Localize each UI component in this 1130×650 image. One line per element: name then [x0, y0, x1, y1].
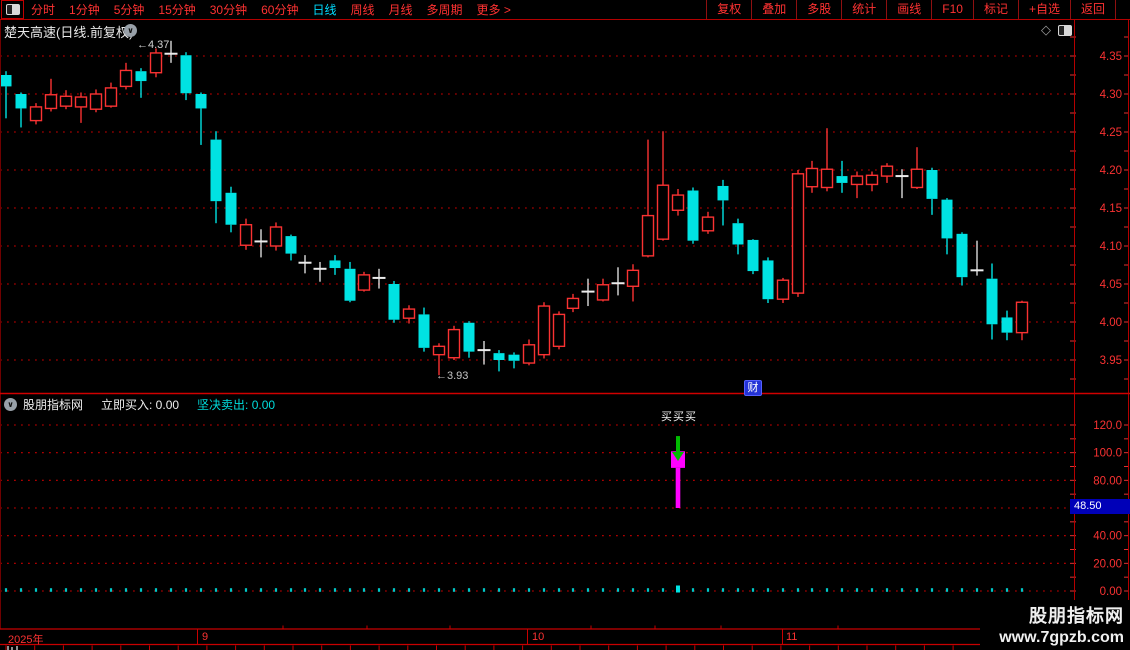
menu-item-统计[interactable]: 统计	[841, 0, 886, 19]
watermark: 股朋指标网 www.7gpzb.com	[980, 600, 1130, 650]
chart-title: 楚天高速(日线.前复权)	[4, 25, 134, 40]
tools-menu: 复权 叠加 多股 统计 画线 F10 标记 +自选 返回	[706, 0, 1116, 19]
menu-item-复权[interactable]: 复权	[706, 0, 751, 19]
menu-item-多股[interactable]: 多股	[796, 0, 841, 19]
menu-item-30分钟[interactable]: 30分钟	[209, 3, 248, 17]
panel-layout-icon[interactable]	[1058, 25, 1072, 36]
menu-item-60分钟[interactable]: 60分钟	[261, 3, 299, 17]
finance-news-marker[interactable]: 财	[744, 380, 762, 396]
menu-item-返回[interactable]: 返回	[1069, 0, 1115, 19]
watermark-site-name: 股朋指标网	[1029, 606, 1124, 626]
svg-text:4.30: 4.30	[1100, 89, 1122, 101]
indicator-header: ∨ 股朋指标网 立即买入: 0.00 坚决卖出: 0.00	[0, 395, 275, 413]
period-menu-bar: 分时 1分钟 5分钟 15分钟 30分钟 60分钟 日线 周线 月线 多周期 更多 > 复权 叠加 多股…	[0, 0, 1130, 20]
svg-text:4.20: 4.20	[1100, 165, 1122, 177]
buy-signal-text: 买买买	[661, 411, 697, 423]
svg-text:4.35: 4.35	[1100, 51, 1122, 63]
menu-item-F10[interactable]: F10	[931, 0, 973, 19]
menu-item-周线[interactable]: 周线	[350, 3, 375, 17]
menu-item-15分钟[interactable]: 15分钟	[158, 3, 196, 17]
candlestick-series	[0, 40, 1029, 376]
period-menu: 分时 1分钟 5分钟 15分钟 30分钟 60分钟 日线 周线 月线 多周期 更多 >	[31, 1, 525, 18]
svg-text:100.0: 100.0	[1093, 448, 1122, 460]
indicator-name: 股朋指标网	[23, 397, 84, 412]
grid-lines	[0, 55, 1068, 592]
svg-text:4.15: 4.15	[1100, 203, 1122, 215]
high-price-annotation: ←4.37	[137, 39, 170, 51]
svg-text:4.25: 4.25	[1100, 127, 1122, 139]
title-collapse-icon[interactable]: ∨	[124, 24, 137, 37]
time-axis-year: 2025年	[8, 634, 44, 646]
menu-item-画线[interactable]: 画线	[886, 0, 931, 19]
menu-item-+自选[interactable]: +自选	[1017, 0, 1070, 19]
svg-text:0.00: 0.00	[1100, 586, 1122, 598]
menu-item-1分钟[interactable]: 1分钟	[69, 3, 100, 17]
menu-item-分时[interactable]: 分时	[31, 3, 56, 17]
svg-text:4.05: 4.05	[1100, 279, 1122, 291]
menu-item-更多 >[interactable]: 更多 >	[476, 3, 511, 17]
svg-text:20.00: 20.00	[1093, 558, 1122, 570]
indicator-sell-value: 坚决卖出: 0.00	[197, 397, 276, 412]
svg-text:40.00: 40.00	[1093, 531, 1122, 543]
window-layout-icon[interactable]	[1, 0, 24, 19]
diamond-icon[interactable]: ◇	[1041, 22, 1051, 37]
menu-item-5分钟[interactable]: 5分钟	[113, 3, 145, 17]
menu-item-月线[interactable]: 月线	[388, 3, 413, 17]
svg-text:4.10: 4.10	[1100, 241, 1122, 253]
time-axis-month-10: 10	[532, 631, 545, 643]
svg-text:4.00: 4.00	[1100, 317, 1122, 329]
time-axis	[0, 625, 1130, 650]
indicator-buy-value: 立即买入: 0.00	[101, 397, 180, 412]
menu-item-多周期[interactable]: 多周期	[426, 3, 463, 17]
menu-item-标记[interactable]: 标记	[972, 0, 1018, 19]
svg-text:3.95: 3.95	[1100, 355, 1122, 367]
svg-text:80.00: 80.00	[1093, 475, 1122, 487]
time-axis-month-9: 9	[202, 631, 209, 643]
price-axis: 4.35 4.30 4.25 4.20 4.15 4.10 4.05 4.00 3.95	[1070, 17, 1129, 380]
indicator-value-badge: 48.50	[1070, 499, 1130, 514]
indicator-zero-ticks	[4, 585, 1024, 593]
buy-signal	[671, 436, 685, 509]
menu-item-日线[interactable]: 日线	[312, 3, 337, 17]
svg-text:120.0: 120.0	[1093, 420, 1122, 432]
title-bar: 楚天高速(日线.前复权) ∨ ◇	[0, 19, 1130, 40]
watermark-url: www.7gpzb.com	[999, 629, 1124, 646]
time-axis-month-11: 11	[786, 631, 798, 643]
menu-item-叠加[interactable]: 叠加	[751, 0, 796, 19]
low-price-annotation: ←3.93	[436, 370, 469, 383]
indicator-collapse-icon[interactable]: ∨	[4, 397, 17, 411]
